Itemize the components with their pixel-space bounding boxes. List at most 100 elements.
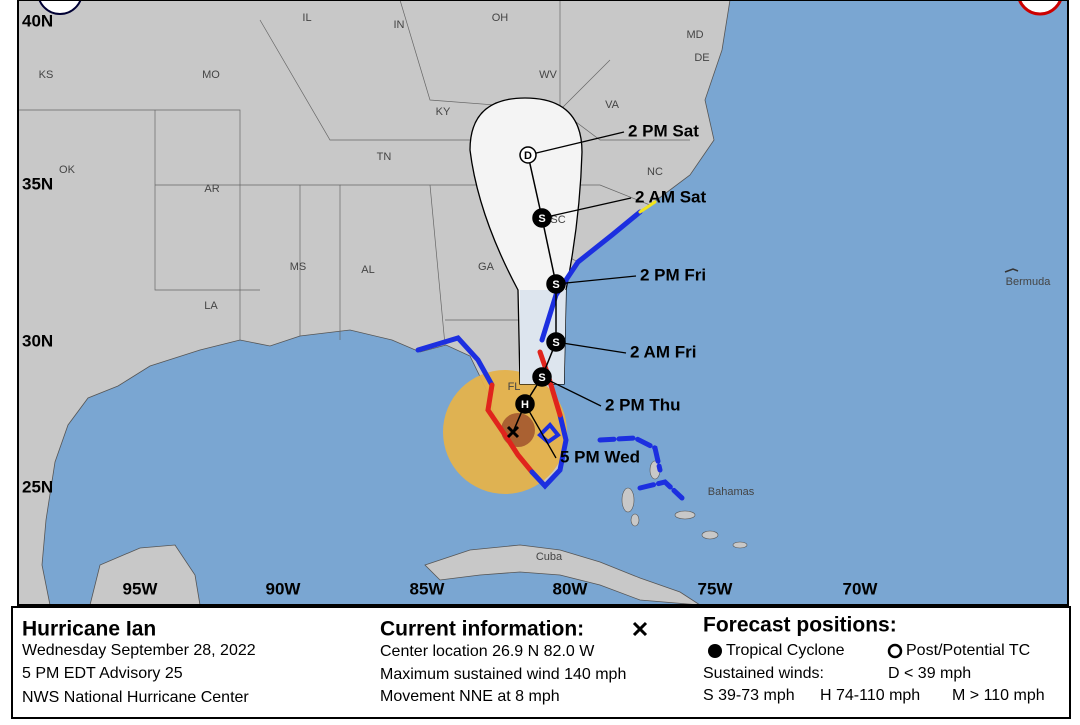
bahamas-islands bbox=[621, 460, 748, 549]
border bbox=[559, 0, 690, 141]
border bbox=[429, 184, 446, 346]
place-label: Cuba bbox=[536, 551, 563, 563]
lon-label: 80W bbox=[553, 579, 589, 598]
place-label: AL bbox=[361, 264, 374, 276]
map-frame bbox=[17, 0, 1069, 606]
storm-name: Hurricane Ian bbox=[22, 618, 156, 641]
place-label: Bahamas bbox=[708, 486, 755, 498]
place-label: IN bbox=[394, 19, 405, 31]
place-label: Bermuda bbox=[1006, 276, 1052, 288]
place-label: OH bbox=[492, 12, 509, 24]
noaa-logo bbox=[38, 0, 82, 15]
labels: 40N 35N 30N 25N 95W 90W 85W 80W 75W 70W KS MO IL IN OH… bbox=[22, 11, 1051, 598]
ts-warning bbox=[415, 335, 495, 388]
forecast-point bbox=[532, 208, 552, 228]
lat-label: 25N bbox=[22, 477, 53, 496]
issuer: NWS National Hurricane Center bbox=[22, 689, 249, 706]
lon-label: 95W bbox=[123, 579, 159, 598]
forecast-symbol: S bbox=[552, 337, 559, 349]
legend: Hurricane Ian Wednesday September 28, 20… bbox=[22, 614, 1045, 707]
place-label: VA bbox=[605, 99, 620, 111]
legend-frame bbox=[11, 606, 1071, 719]
island bbox=[621, 487, 635, 513]
forecast-symbol: S bbox=[552, 279, 559, 291]
place-label: NC bbox=[647, 166, 663, 178]
island bbox=[630, 513, 640, 527]
lon-label: 90W bbox=[266, 579, 302, 598]
place-label: SC bbox=[550, 214, 565, 226]
place-label: OK bbox=[59, 164, 76, 176]
hurricane-warning bbox=[485, 382, 535, 475]
border bbox=[18, 109, 241, 340]
nws-logo bbox=[1017, 0, 1063, 16]
forecast-symbol: S bbox=[538, 213, 545, 225]
leader-line bbox=[541, 376, 602, 407]
s-range: S 39-73 mph bbox=[703, 687, 795, 704]
date: Wednesday September 28, 2022 bbox=[22, 642, 256, 659]
island bbox=[732, 541, 748, 549]
hurricane-wind-field bbox=[501, 413, 535, 447]
lat-label: 35N bbox=[22, 174, 53, 193]
leader-line bbox=[524, 403, 557, 459]
forecast-time: 2 PM Sat bbox=[628, 121, 699, 140]
forecast-point bbox=[519, 146, 537, 164]
lon-label: 70W bbox=[843, 579, 879, 598]
leader-line bbox=[555, 275, 637, 285]
place-label: MD bbox=[686, 29, 703, 41]
place-label: GA bbox=[478, 261, 495, 273]
post-label: Post/Potential TC bbox=[906, 642, 1030, 659]
forecast-point bbox=[546, 332, 566, 352]
place-label: KY bbox=[436, 106, 451, 118]
current-icon bbox=[632, 621, 648, 637]
map-area: 40N 35N 30N 25N 95W 90W 85W 80W 75W 70W KS MO IL IN OH… bbox=[17, 0, 1068, 606]
forecast-symbol: D bbox=[524, 150, 532, 162]
lat-label: 30N bbox=[22, 331, 53, 350]
forecast-symbol: H bbox=[521, 399, 529, 411]
place-label: WV bbox=[539, 69, 557, 81]
forecast-time: 2 PM Fri bbox=[640, 265, 706, 284]
island bbox=[674, 510, 696, 520]
current-line: Movement NNE at 8 mph bbox=[380, 688, 560, 705]
d-range: D < 39 mph bbox=[888, 665, 971, 682]
island bbox=[701, 530, 719, 540]
bermuda-island bbox=[1004, 268, 1019, 273]
place-label: MS bbox=[290, 261, 307, 273]
border bbox=[340, 184, 651, 206]
leader-line bbox=[527, 131, 625, 156]
leader-line bbox=[555, 341, 627, 354]
forecast-symbol: S bbox=[538, 372, 545, 384]
forecast-point bbox=[515, 394, 535, 414]
border bbox=[259, 19, 470, 141]
forecast-point bbox=[532, 367, 552, 387]
current-title: Current information: bbox=[380, 618, 584, 641]
ts-watch bbox=[638, 200, 657, 214]
lat-label: 40N bbox=[22, 11, 53, 30]
place-label: FL bbox=[508, 381, 521, 393]
advisory: 5 PM EDT Advisory 25 bbox=[22, 665, 183, 682]
m-range: M > 110 mph bbox=[952, 687, 1045, 704]
post-icon bbox=[887, 643, 903, 659]
place-label: KS bbox=[39, 69, 54, 81]
place-label: DE bbox=[694, 52, 709, 64]
leader-line bbox=[541, 197, 632, 219]
forecast-time: 5 PM Wed bbox=[560, 447, 640, 466]
lon-label: 85W bbox=[410, 579, 446, 598]
forecast-time: 2 AM Fri bbox=[630, 342, 696, 361]
ts-warning bbox=[529, 412, 569, 490]
forecast-point bbox=[546, 274, 566, 294]
current-line: Center location 26.9 N 82.0 W bbox=[380, 643, 595, 660]
h-range: H 74-110 mph bbox=[820, 687, 920, 704]
bahamas-warning bbox=[597, 435, 685, 501]
border bbox=[154, 110, 260, 291]
place-label: IL bbox=[302, 12, 311, 24]
place-label: MO bbox=[202, 69, 220, 81]
current-line: Maximum sustained wind 140 mph bbox=[380, 666, 626, 683]
sustained-label: Sustained winds: bbox=[703, 665, 824, 682]
place-label: LA bbox=[204, 300, 218, 312]
lon-label: 75W bbox=[698, 579, 734, 598]
tropical-label: Tropical Cyclone bbox=[726, 642, 845, 659]
ts-warning bbox=[539, 209, 643, 343]
forecast-time: 2 AM Sat bbox=[635, 187, 707, 206]
